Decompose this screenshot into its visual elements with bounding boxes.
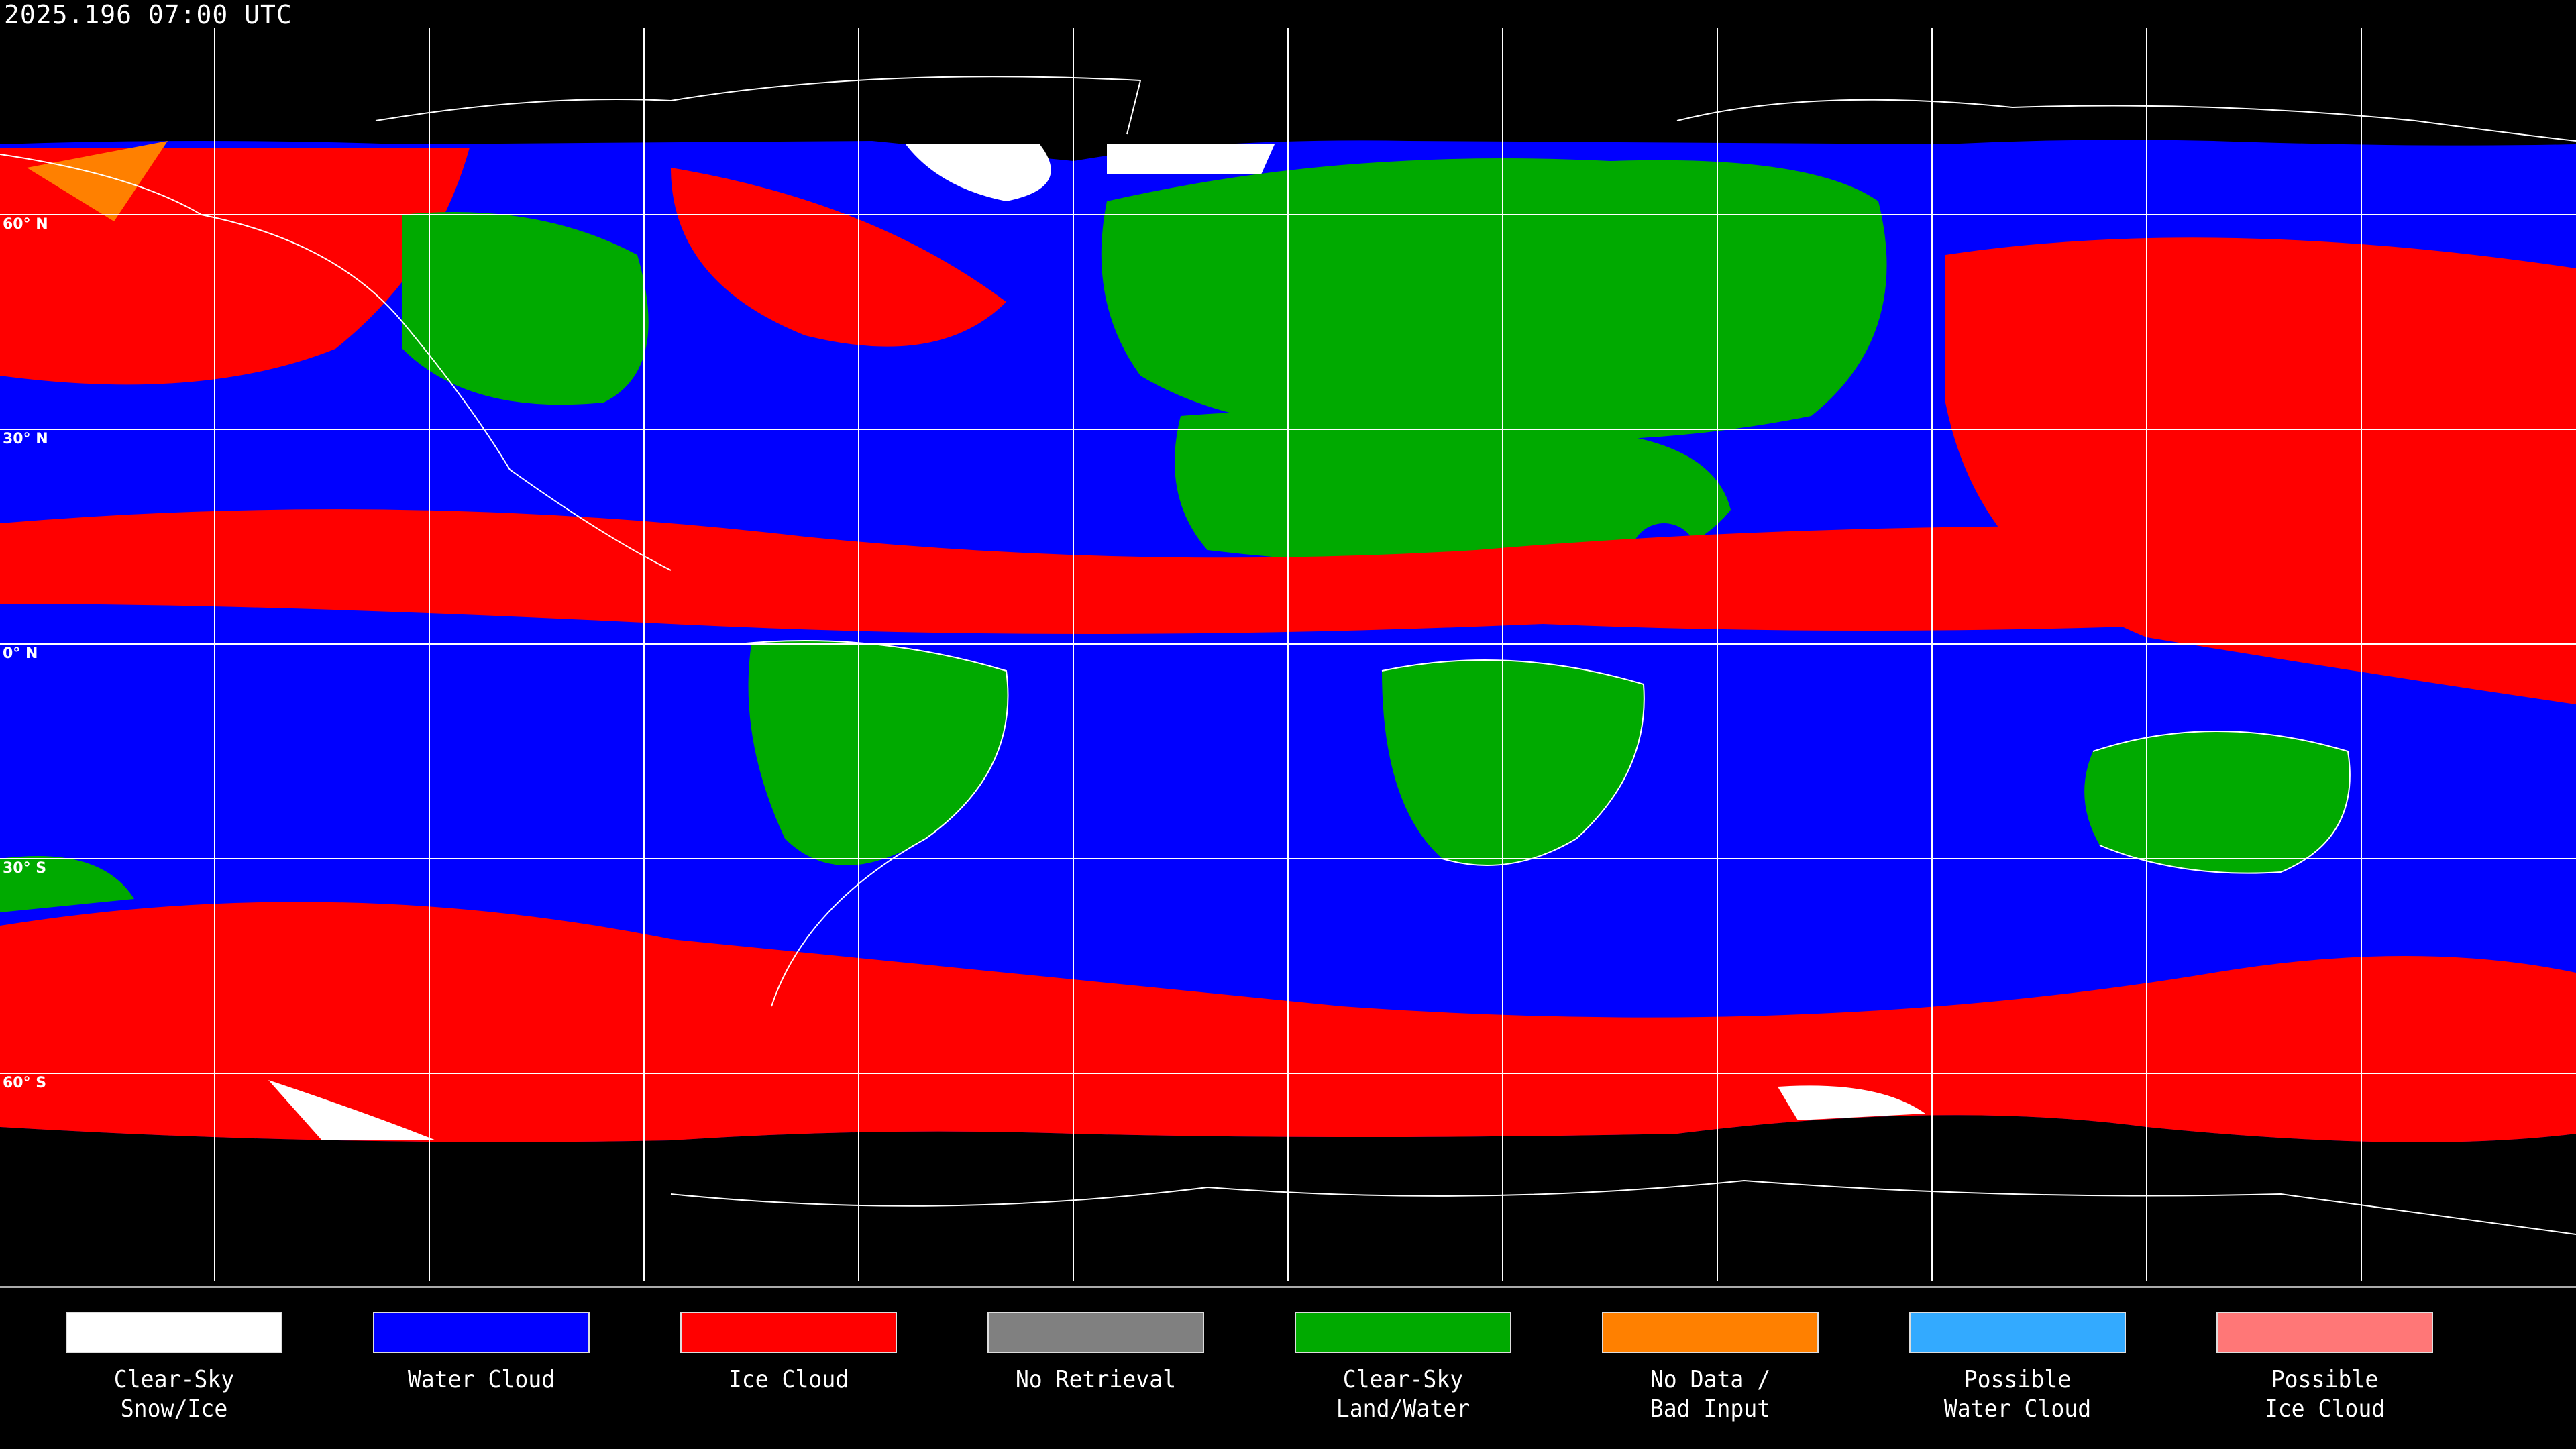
legend-label-line1: Possible (1964, 1366, 2072, 1393)
legend-label-line2: Snow/Ice (120, 1395, 228, 1423)
legend-label-line1: Clear-Sky (1342, 1366, 1464, 1393)
legend-item-water-cloud: Water Cloud (373, 1312, 590, 1395)
legend-label-line1: No Retrieval (1015, 1366, 1177, 1393)
legend-label-line2: Ice Cloud (2264, 1395, 2385, 1423)
legend-swatch (1909, 1312, 2126, 1353)
legend-item-clear-sky-land-water: Clear-Sky Land/Water (1295, 1312, 1511, 1424)
legend-swatch (2216, 1312, 2433, 1353)
lat-label-30n: 30° N (3, 431, 48, 447)
lat-label-0n: 0° N (3, 645, 38, 662)
legend-label-line2: Land/Water (1336, 1395, 1470, 1423)
legend-swatch (1295, 1312, 1511, 1353)
legend-item-no-data-bad-input: No Data / Bad Input (1602, 1312, 1819, 1424)
legend-label-line1: Water Cloud (407, 1366, 555, 1393)
legend-swatch (373, 1312, 590, 1353)
legend-item-possible-water-cloud: Possible Water Cloud (1909, 1312, 2126, 1424)
legend-item-no-retrieval: No Retrieval (987, 1312, 1204, 1395)
legend-label-line2: Bad Input (1650, 1395, 1771, 1423)
legend-divider (0, 1286, 2576, 1288)
legend-label-line1: Clear-Sky (113, 1366, 235, 1393)
legend-label-line1: No Data / (1650, 1366, 1771, 1393)
legend-label-line2: Water Cloud (1943, 1395, 2092, 1423)
legend-swatch (66, 1312, 282, 1353)
legend-swatch (1602, 1312, 1819, 1353)
cloud-phase-map (0, 28, 2576, 1281)
legend-item-ice-cloud: Ice Cloud (680, 1312, 897, 1395)
legend-swatch (987, 1312, 1204, 1353)
coastlines (0, 76, 2576, 1235)
lat-label-60s: 60° S (3, 1075, 47, 1091)
lat-label-30s: 30° S (3, 860, 47, 877)
timestamp-title: 2025.196 07:00 UTC (4, 0, 292, 30)
legend-swatch (680, 1312, 897, 1353)
legend-item-possible-ice-cloud: Possible Ice Cloud (2216, 1312, 2433, 1424)
lat-label-60n: 60° N (3, 216, 48, 233)
graticule (0, 28, 2576, 1281)
legend-label-line1: Ice Cloud (728, 1366, 849, 1393)
legend-label-line1: Possible (2271, 1366, 2379, 1393)
legend-item-clear-sky-snow-ice: Clear-Sky Snow/Ice (66, 1312, 282, 1424)
